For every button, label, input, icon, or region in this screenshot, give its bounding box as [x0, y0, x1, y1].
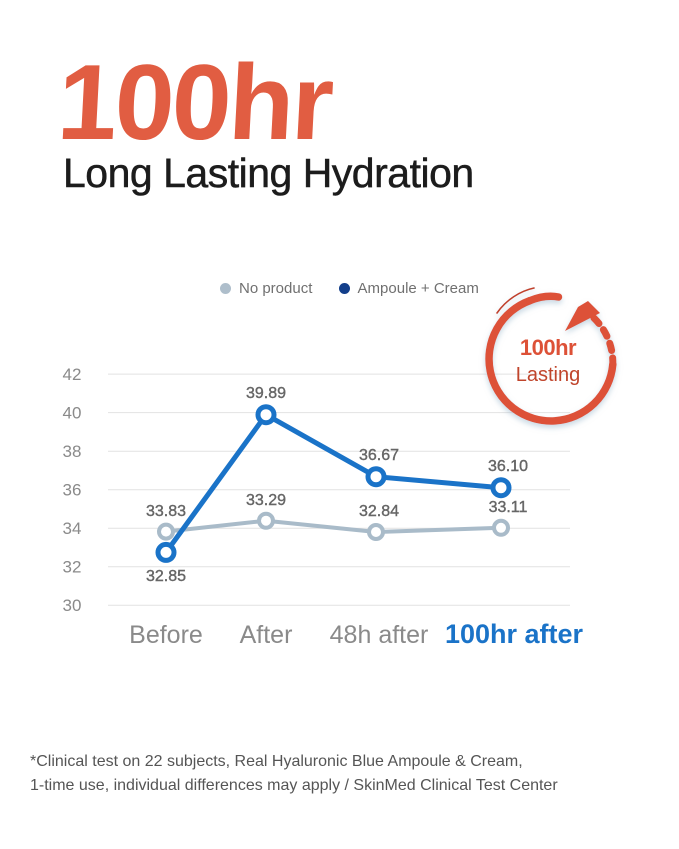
svg-text:Before: Before [129, 621, 203, 649]
svg-text:After: After [240, 621, 293, 649]
svg-text:34: 34 [63, 519, 82, 538]
svg-text:30: 30 [63, 596, 82, 615]
svg-text:38: 38 [63, 442, 82, 461]
svg-text:48h after: 48h after [330, 621, 429, 649]
svg-text:39.89: 39.89 [246, 385, 286, 402]
svg-text:42: 42 [63, 365, 82, 384]
svg-text:36.10: 36.10 [488, 458, 528, 475]
svg-text:32.85: 32.85 [146, 568, 186, 585]
svg-text:32.84: 32.84 [359, 503, 399, 520]
svg-text:100hr after: 100hr after [445, 619, 584, 649]
svg-text:32: 32 [63, 558, 82, 577]
svg-text:33.29: 33.29 [246, 492, 286, 509]
svg-text:36.67: 36.67 [359, 447, 399, 464]
svg-text:33.83: 33.83 [146, 503, 186, 520]
svg-text:40: 40 [63, 404, 82, 423]
svg-text:36: 36 [63, 481, 82, 500]
svg-text:33.11: 33.11 [489, 499, 528, 516]
